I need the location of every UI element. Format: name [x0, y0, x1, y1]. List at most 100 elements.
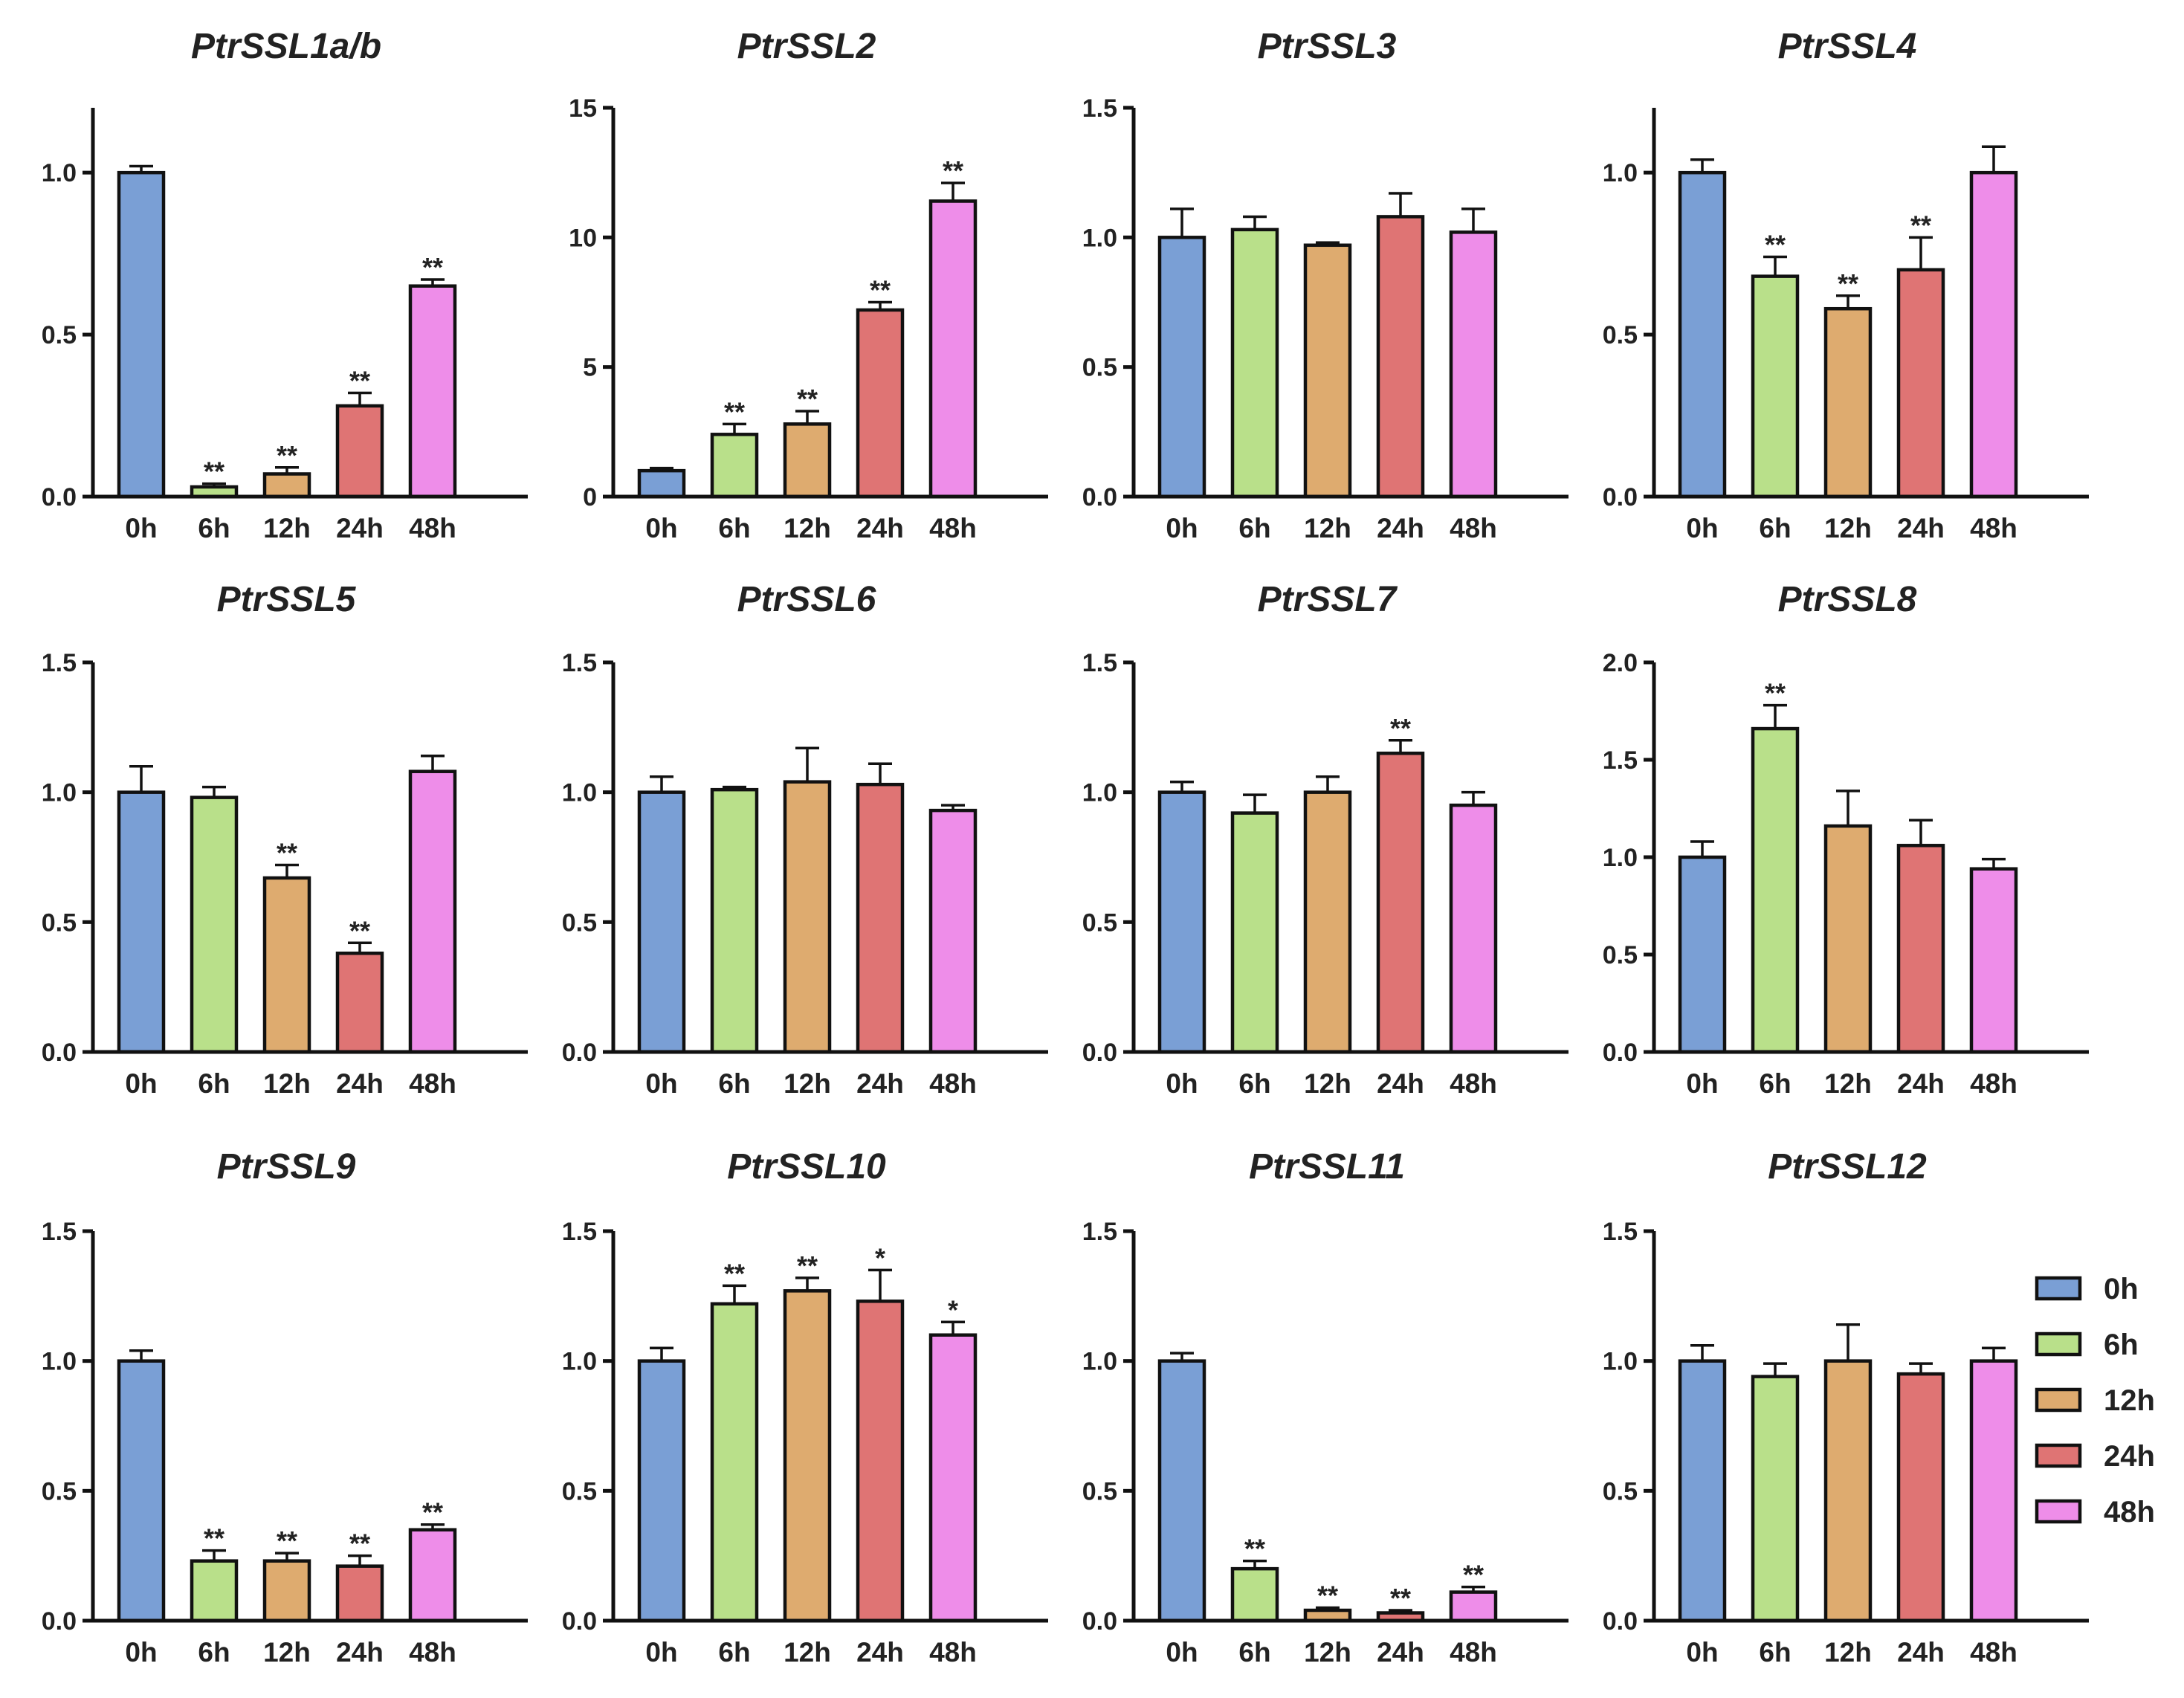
x-tick-label: 6h	[718, 1637, 750, 1668]
error-bar	[275, 863, 299, 878]
error-bar	[941, 804, 965, 811]
chart-title: PtrSSL9	[217, 1147, 356, 1187]
y-tick-label: 1.0	[42, 159, 77, 187]
significance-mark: **	[1317, 1581, 1338, 1611]
error-bar	[868, 300, 892, 310]
bar-48h	[1449, 230, 1498, 499]
significance-mark: **	[1765, 229, 1786, 259]
y-tick-label: 1.0	[1603, 159, 1638, 187]
y-tick-label: 1.5	[1603, 1218, 1638, 1246]
y-tick-label: 0.5	[562, 1477, 597, 1505]
chart-title: PtrSSL10	[727, 1147, 886, 1187]
x-tick-label: 48h	[1970, 1068, 2017, 1099]
error-bar	[1316, 775, 1340, 792]
y-tick-label: 10	[569, 224, 597, 252]
error-bar	[1690, 1343, 1714, 1361]
significance-mark: **	[1838, 268, 1858, 299]
error-bar	[795, 746, 819, 782]
x-tick-label: 12h	[784, 513, 831, 543]
error-bar	[1170, 207, 1194, 238]
bar-12h	[783, 780, 832, 1054]
significance-mark: *	[875, 1242, 885, 1273]
y-tick-label: 0.5	[1603, 321, 1638, 349]
chart-title: PtrSSL12	[1768, 1147, 1927, 1187]
bar-12h	[1823, 306, 1873, 499]
error-bar	[1909, 819, 1933, 846]
bar-6h	[710, 433, 759, 499]
y-tick-label: 0.0	[562, 1607, 597, 1636]
y-tick-label: 1.5	[1082, 94, 1117, 123]
legend-label: 48h	[2104, 1496, 2155, 1528]
error-bar	[868, 1268, 892, 1302]
bar-6h	[1751, 274, 1800, 499]
legend-swatch-12h	[2035, 1387, 2082, 1413]
bar-48h	[1449, 803, 1498, 1054]
chart-panel: PtrSSL9 0h ** 6h ** 12h ** 24h ** 48h 0.0 0.5 1.0 1.5	[42, 1147, 528, 1668]
y-tick-label: 0.0	[42, 483, 77, 511]
significance-mark: **	[277, 1526, 297, 1556]
chart-title: PtrSSL1a/b	[191, 27, 381, 66]
y-tick-label: 0.5	[42, 1477, 77, 1505]
y-tick-label: 2.0	[1603, 649, 1638, 677]
error-bar	[1243, 215, 1267, 230]
error-bar	[129, 164, 153, 173]
y-tick-label: 1.5	[1603, 746, 1638, 775]
error-bar	[1461, 1585, 1485, 1592]
y-tick-label: 0.0	[1603, 483, 1638, 511]
y-tick-label: 1.5	[1082, 649, 1117, 677]
significance-mark: **	[349, 915, 370, 946]
bar-6h	[190, 1559, 239, 1623]
bar-12h	[1303, 790, 1352, 1054]
x-tick-label: 0h	[1166, 513, 1198, 543]
x-tick-label: 0h	[1686, 513, 1718, 543]
bar-0h	[1157, 236, 1206, 499]
x-tick-label: 12h	[1824, 513, 1872, 543]
x-tick-label: 48h	[409, 1068, 456, 1099]
y-tick-label: 1.0	[42, 1348, 77, 1376]
bar-48h	[928, 1333, 978, 1623]
x-tick-label: 6h	[1759, 1068, 1791, 1099]
error-bar	[723, 785, 746, 790]
x-tick-label: 6h	[198, 513, 230, 543]
error-bar	[202, 1549, 226, 1561]
bar-12h	[262, 1559, 311, 1623]
error-bar	[650, 466, 673, 471]
bar-12h	[262, 876, 311, 1054]
bar-0h	[637, 790, 686, 1054]
error-bar	[941, 181, 965, 201]
bar-24h	[1896, 1372, 1945, 1623]
bar-6h	[710, 787, 759, 1054]
y-tick-label: 1.0	[1082, 224, 1117, 252]
bar-0h	[117, 1359, 166, 1623]
chart-title: PtrSSL5	[217, 580, 357, 619]
x-tick-label: 12h	[1824, 1068, 1872, 1099]
y-tick-label: 0.0	[42, 1039, 77, 1067]
y-tick-label: 1.0	[1603, 844, 1638, 872]
error-bar	[1461, 790, 1485, 806]
y-tick-label: 0.5	[1082, 354, 1117, 382]
significance-mark: **	[1390, 1583, 1411, 1613]
x-tick-label: 12h	[263, 513, 311, 543]
chart-title: PtrSSL11	[1249, 1147, 1405, 1187]
bar-24h	[1376, 215, 1425, 499]
x-tick-label: 48h	[1970, 1637, 2017, 1668]
error-bar	[1836, 294, 1860, 309]
bar-12h	[783, 422, 832, 499]
bar-24h	[856, 308, 905, 499]
y-tick-label: 1.5	[562, 649, 597, 677]
error-bar	[650, 1346, 673, 1361]
x-tick-label: 48h	[929, 1637, 977, 1668]
x-tick-label: 12h	[1304, 1068, 1351, 1099]
y-tick-label: 0.5	[1082, 908, 1117, 937]
error-bar	[129, 764, 153, 792]
bar-0h	[1678, 855, 1727, 1054]
significance-mark: **	[1244, 1534, 1265, 1564]
x-tick-label: 0h	[125, 1637, 157, 1668]
error-bar	[795, 410, 819, 424]
error-bar	[421, 278, 445, 286]
y-tick-label: 0.5	[1082, 1477, 1117, 1505]
bar-6h	[1751, 726, 1800, 1054]
x-tick-label: 6h	[1238, 513, 1270, 543]
x-tick-label: 24h	[1377, 1068, 1424, 1099]
y-tick-label: 1.5	[1082, 1218, 1117, 1246]
